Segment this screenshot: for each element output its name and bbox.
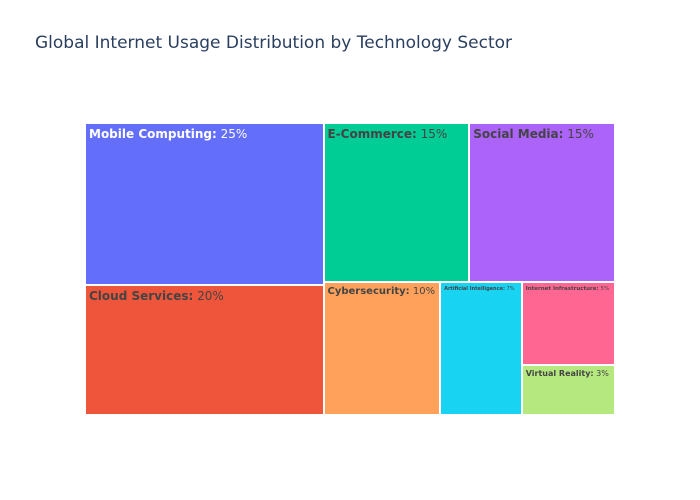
tile-value: 15% bbox=[416, 127, 448, 141]
tile-value: 10% bbox=[409, 286, 436, 298]
tile-label: Cybersecurity: 10% bbox=[328, 286, 436, 297]
tile-label: Cloud Services: 20% bbox=[89, 289, 224, 303]
tile-virtual-reality[interactable]: Virtual Reality: 3% bbox=[522, 366, 614, 414]
tile-mobile-computing[interactable]: Mobile Computing: 25% bbox=[86, 124, 323, 285]
tile-internet-infrastructure[interactable]: Internet Infrastructure: 5% bbox=[522, 283, 614, 365]
tile-name: Cloud Services: bbox=[89, 289, 194, 304]
tile-label: Internet Infrastructure: 5% bbox=[526, 286, 609, 292]
tile-name: E-Commerce: bbox=[327, 127, 417, 141]
tile-label: Social Media: 15% bbox=[473, 127, 594, 141]
tile-cloud-services[interactable]: Cloud Services: 20% bbox=[86, 286, 323, 414]
tile-value: 20% bbox=[193, 289, 224, 304]
chart-title: Global Internet Usage Distribution by Te… bbox=[35, 33, 513, 53]
tile-artificial-intelligence[interactable]: Artificial Intelligence: 7% bbox=[441, 283, 521, 414]
tile-value: 7% bbox=[504, 286, 515, 293]
tile-value: 25% bbox=[216, 127, 248, 141]
tile-value: 15% bbox=[563, 127, 594, 141]
tile-name: Cybersecurity: bbox=[327, 286, 410, 298]
tile-label: Artificial Intelligence: 7% bbox=[444, 286, 514, 292]
tile-name: Artificial Intelligence: bbox=[444, 286, 505, 293]
tile-name: Virtual Reality: bbox=[525, 369, 594, 379]
tile-name: Mobile Computing: bbox=[89, 127, 217, 141]
tile-e-commerce[interactable]: E-Commerce: 15% bbox=[324, 124, 469, 282]
tile-value: 3% bbox=[593, 369, 609, 379]
tile-label: Virtual Reality: 3% bbox=[526, 369, 609, 378]
tile-label: E-Commerce: 15% bbox=[328, 127, 448, 141]
tile-label: Mobile Computing: 25% bbox=[89, 127, 247, 141]
tile-cybersecurity[interactable]: Cybersecurity: 10% bbox=[324, 283, 440, 414]
tile-name: Internet Infrastructure: bbox=[525, 286, 599, 293]
tile-social-media[interactable]: Social Media: 15% bbox=[470, 124, 614, 282]
tile-name: Social Media: bbox=[473, 127, 564, 141]
tile-value: 5% bbox=[598, 286, 610, 293]
